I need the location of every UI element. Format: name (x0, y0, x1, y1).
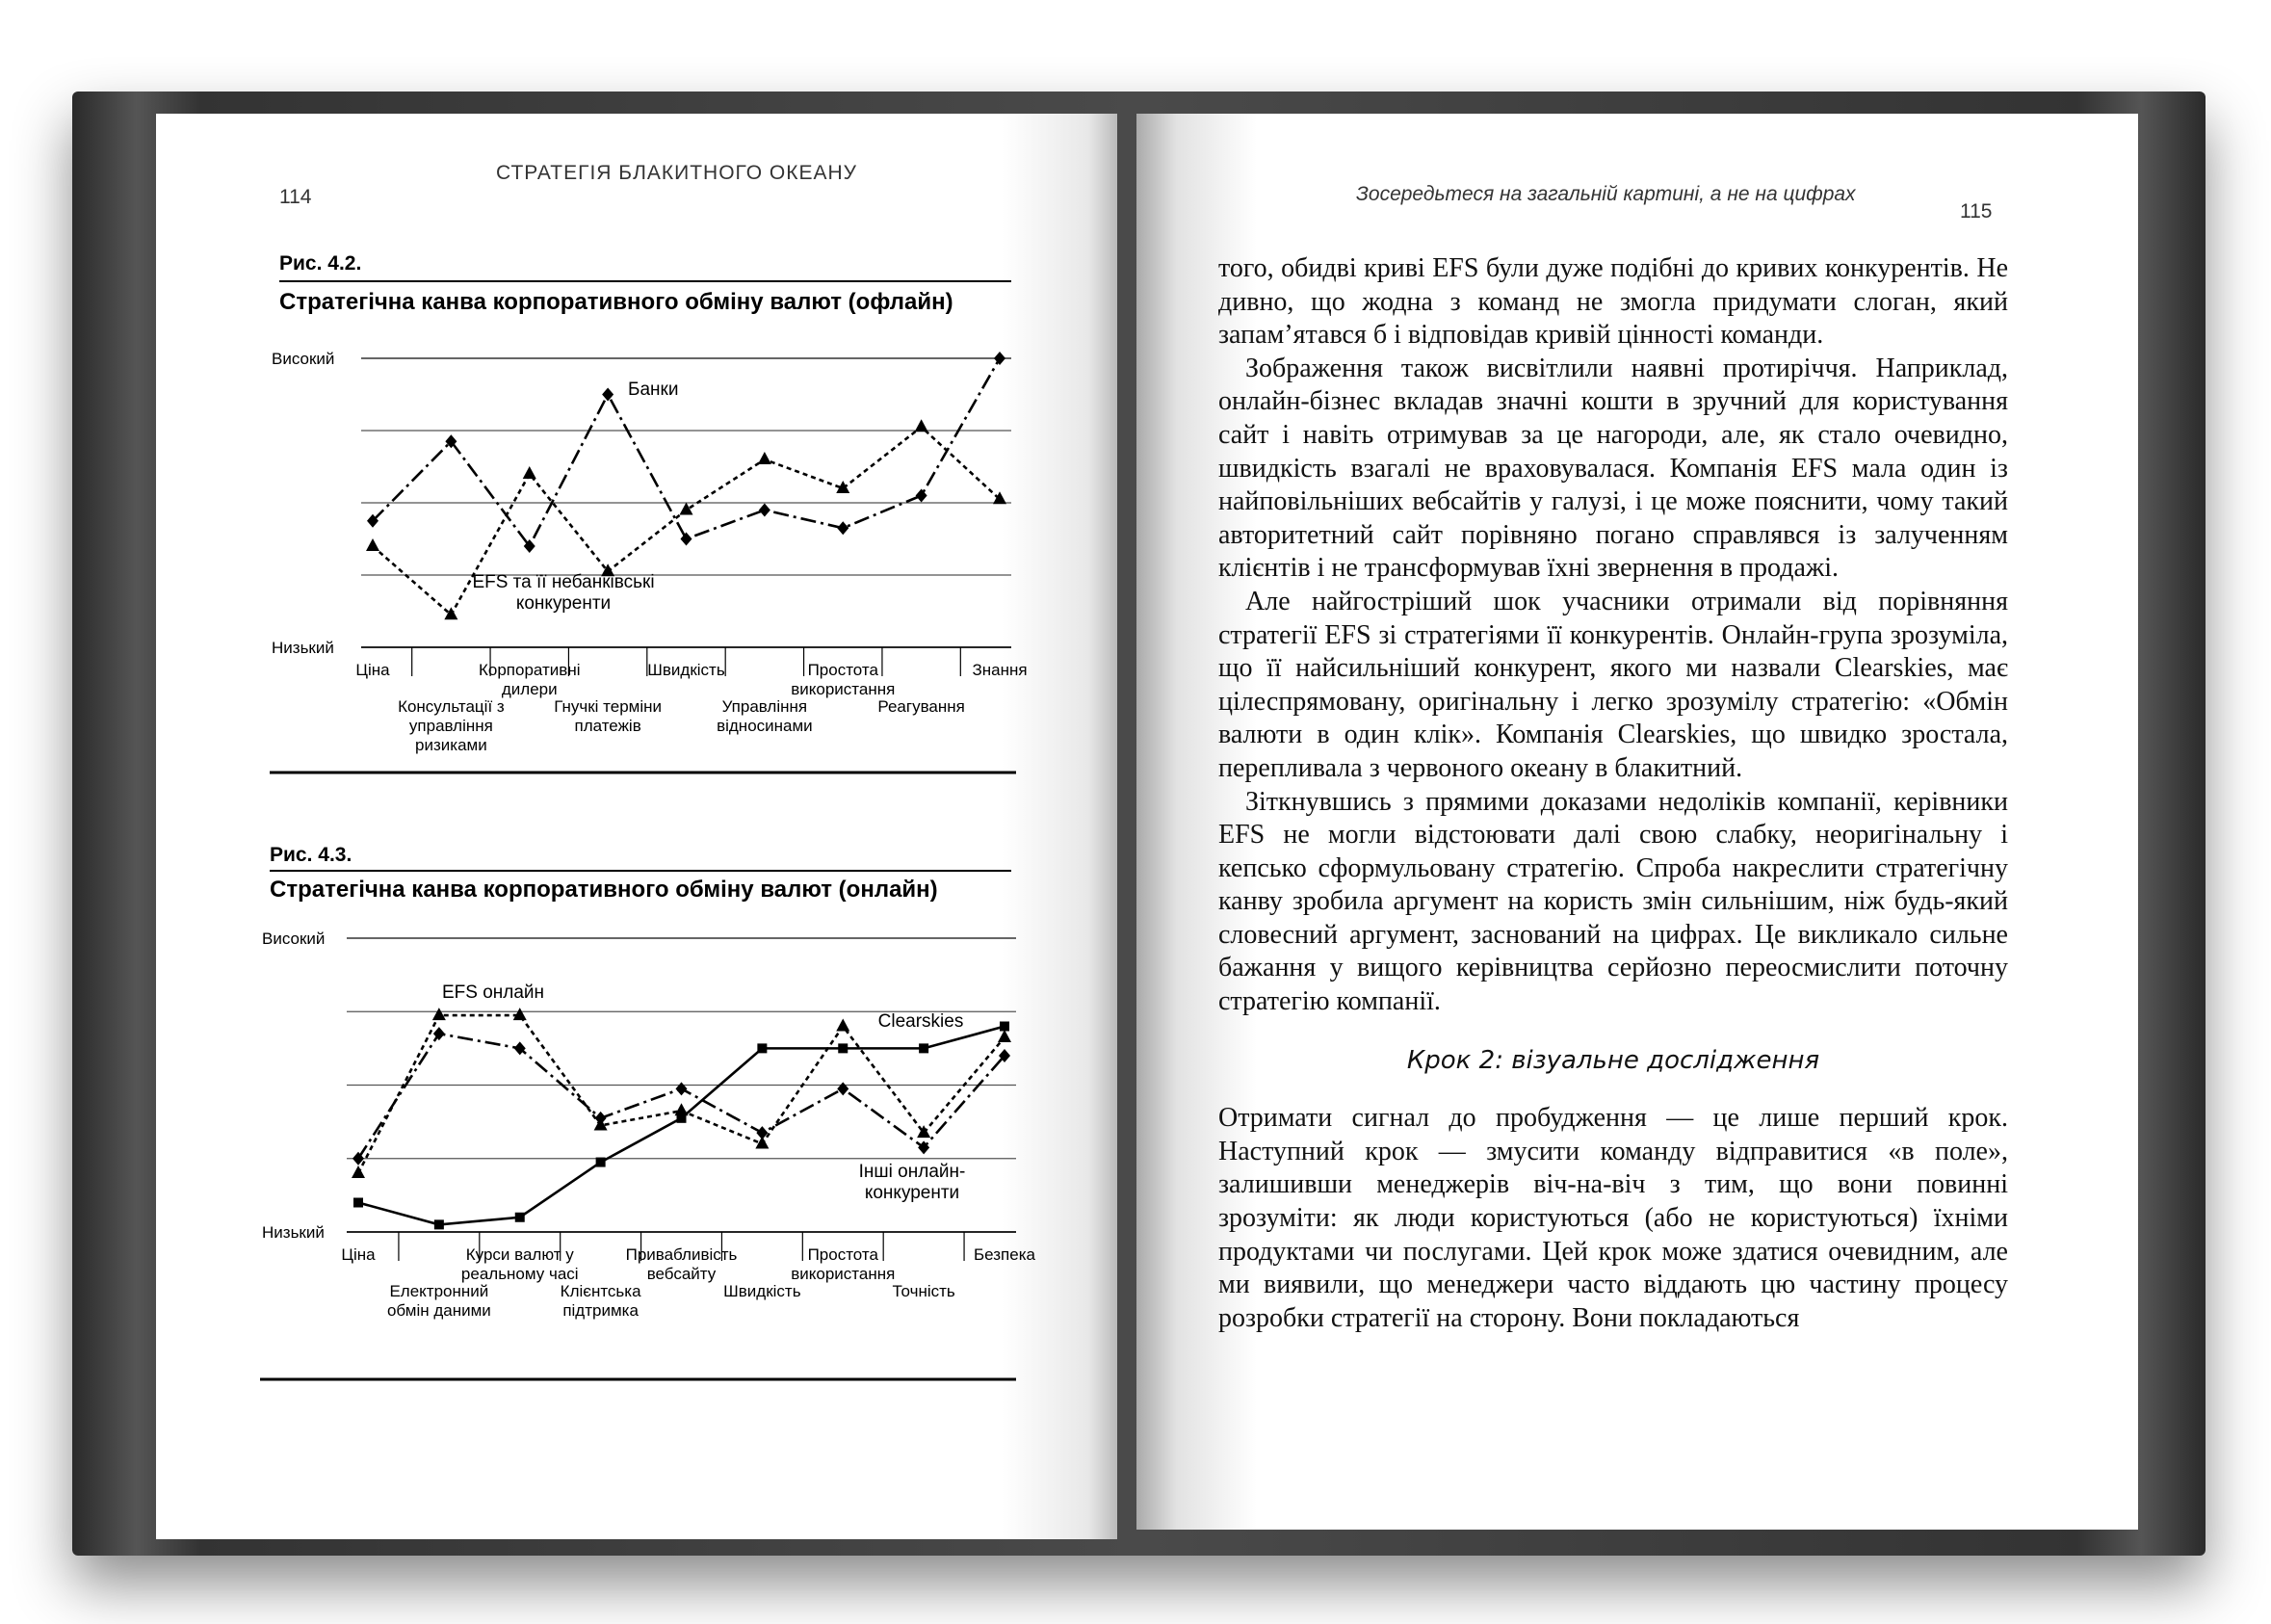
marker (676, 1113, 687, 1123)
x-tick-label: Гнучкі терміни платежів (554, 697, 663, 735)
marker (514, 1212, 525, 1222)
figure-title: Стратегічна канва корпоративного обміну … (270, 877, 938, 903)
marker (433, 1219, 444, 1230)
x-tick-label: Ціна (355, 661, 390, 679)
marker (1000, 1021, 1009, 1032)
series-annotation: Clearskies (877, 1011, 964, 1032)
marker (998, 1029, 1011, 1042)
series-annotation: EFS та її небанківські конкуренти (472, 572, 655, 614)
marker (757, 1043, 768, 1054)
page-number: 114 (279, 186, 312, 208)
marker (914, 419, 928, 432)
marker (674, 1103, 689, 1116)
series-annotation: Банки (628, 380, 679, 400)
series-line (356, 1032, 1005, 1160)
marker (757, 452, 771, 464)
marker (758, 503, 770, 517)
y-tick-label: Низький (272, 639, 334, 657)
figure: Рис. 4.3. Стратегічна канва корпоративно… (260, 844, 1035, 1383)
paragraph: Зіткнувшись з прямими доказами недоліків… (1218, 786, 2008, 1017)
chart: Низький Високий (270, 280, 1016, 774)
marker (993, 491, 1006, 505)
x-tick-label: Швидкість (723, 1282, 801, 1300)
marker (352, 1151, 364, 1166)
x-tick-label: Точність (892, 1282, 955, 1300)
marker (352, 1166, 365, 1178)
paragraph: Але найгостріший шок учасники отримали в… (1218, 586, 2008, 783)
y-tick-label: Високий (262, 930, 325, 948)
marker (918, 1140, 930, 1155)
marker (444, 607, 458, 620)
marker (367, 513, 378, 528)
marker (512, 1008, 527, 1021)
paragraph: того, обидві криві EFS були дуже подібні… (1218, 253, 2008, 351)
marker (353, 1197, 363, 1208)
marker (522, 466, 536, 479)
marker (602, 387, 614, 402)
marker (432, 1027, 445, 1041)
marker (523, 539, 535, 553)
paragraph: Зображення також висвітлили наявні проти… (1218, 353, 2008, 584)
running-head: Зосередьтеся на загальній картині, а не … (1356, 183, 1856, 205)
x-tick-label: Реагування (877, 697, 965, 716)
marker (680, 532, 692, 546)
x-tick-label: Простота використання (791, 661, 896, 698)
paragraph: Отримати сигнал до пробудження — це лише… (1218, 1103, 2008, 1333)
body-text: того, обидві криві EFS були дуже подібні… (1218, 252, 2008, 1335)
marker (994, 352, 1005, 365)
x-tick-label: Електронний обмін даними (386, 1282, 491, 1320)
marker (838, 1043, 848, 1054)
running-head: СТРАТЕГІЯ БЛАКИТНОГО ОКЕАНУ (496, 162, 857, 184)
marker (755, 1136, 770, 1149)
x-tick-label: Привабливість вебсайту (625, 1245, 738, 1283)
marker (513, 1041, 526, 1056)
x-tick-label: Корпоративні дилери (479, 661, 581, 698)
marker (431, 1008, 446, 1021)
marker (836, 1018, 850, 1032)
left-page (156, 114, 1117, 1539)
marker (445, 434, 457, 449)
series-annotation: EFS онлайн (441, 982, 545, 1003)
x-tick-label: Безпека (974, 1245, 1035, 1264)
marker (837, 521, 849, 536)
marker (999, 1049, 1010, 1062)
figure-label: Рис. 4.3. (270, 844, 352, 866)
y-tick-label: Низький (262, 1223, 325, 1242)
marker (366, 538, 379, 551)
x-tick-label: Простота використання (791, 1245, 896, 1283)
x-tick-label: Клієнтська підтримка (560, 1282, 641, 1320)
marker (917, 1125, 931, 1139)
x-tick-label: Ціна (341, 1245, 376, 1264)
x-tick-label: Управління відносинами (717, 697, 813, 735)
chart: Низький Високий (260, 870, 1016, 1381)
marker (919, 1043, 929, 1054)
marker (915, 488, 927, 503)
right-page (1136, 114, 2138, 1530)
marker (837, 1082, 849, 1096)
marker (601, 563, 615, 577)
series-annotation: Інші онлайн-конкуренти (858, 1162, 966, 1203)
x-tick-label: Консультації з управління ризиками (398, 697, 505, 754)
figure: Рис. 4.2. Стратегічна канва корпоративно… (270, 252, 1028, 782)
page-number: 115 (1960, 200, 1993, 223)
marker (595, 1157, 606, 1167)
x-tick-label: Швидкість (647, 661, 725, 679)
x-tick-label: Знання (972, 661, 1028, 679)
marker (594, 1111, 607, 1125)
x-tick-label: Курси валют у реальному часі (460, 1245, 579, 1283)
y-tick-label: Високий (272, 350, 334, 368)
marker (679, 502, 693, 515)
figure-label: Рис. 4.2. (279, 252, 362, 275)
figure-title: Стратегічна канва корпоративного обміну … (279, 289, 953, 315)
marker (756, 1126, 769, 1140)
marker (675, 1082, 688, 1096)
section-heading: Крок 2: візуальне дослідження (1406, 1045, 1820, 1075)
marker (836, 481, 850, 493)
